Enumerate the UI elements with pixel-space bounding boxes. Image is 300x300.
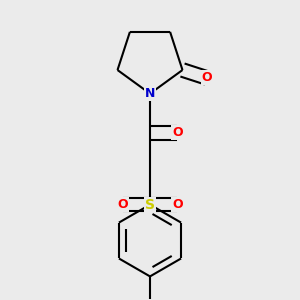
Text: N: N (145, 87, 155, 100)
Text: O: O (117, 198, 128, 211)
Text: S: S (145, 198, 155, 212)
Text: O: O (202, 71, 212, 84)
Text: O: O (172, 198, 183, 211)
Text: O: O (172, 126, 183, 140)
